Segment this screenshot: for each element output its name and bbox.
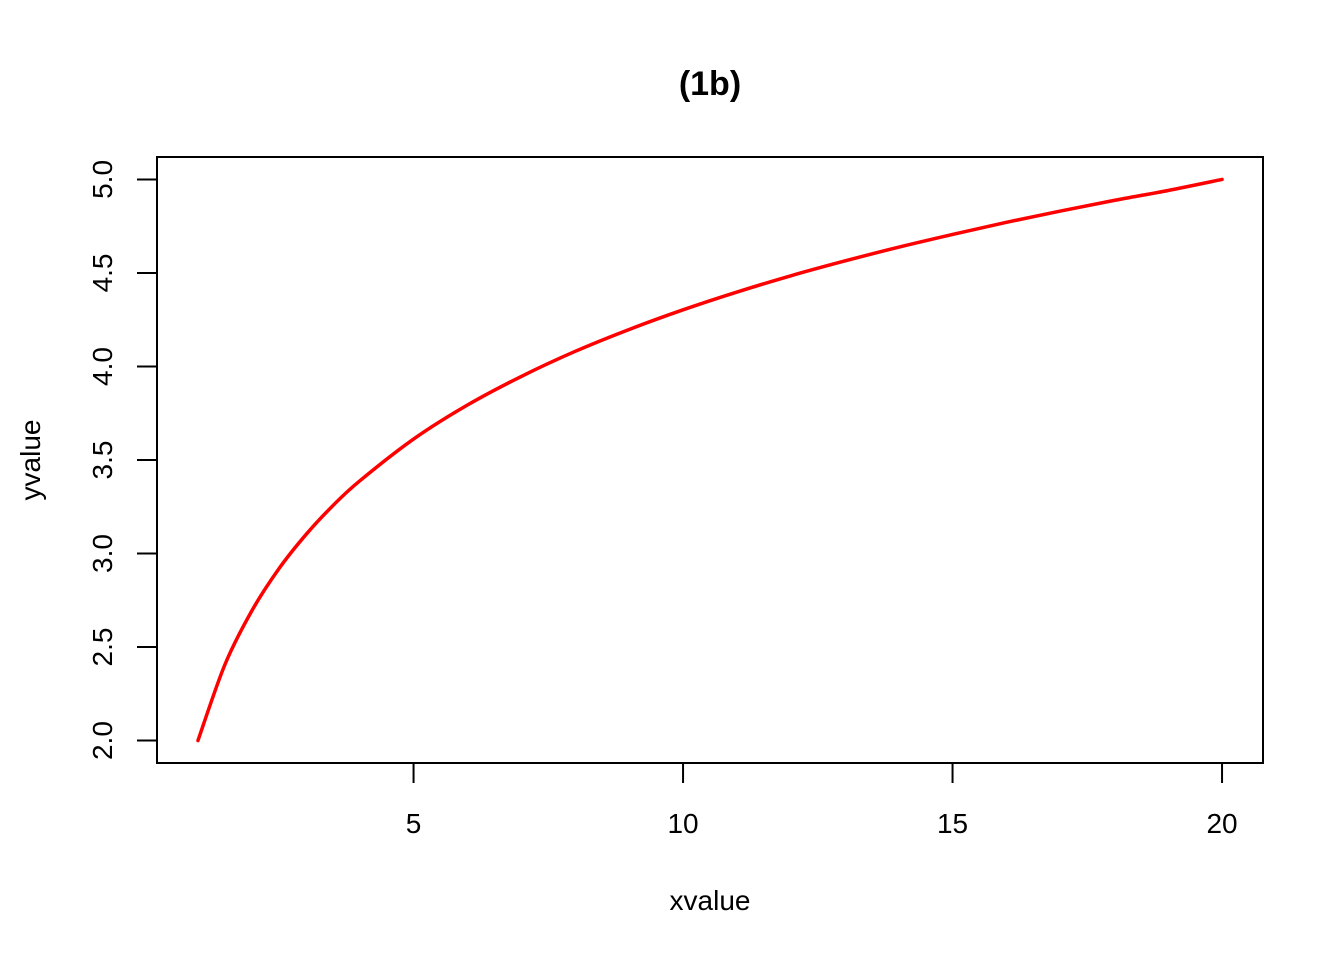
chart-title: (1b) bbox=[679, 65, 741, 103]
x-tick-label: 10 bbox=[667, 808, 698, 839]
y-tick-label: 2.5 bbox=[87, 628, 118, 667]
y-tick-label: 4.0 bbox=[87, 347, 118, 386]
x-axis: 5 10 15 20 bbox=[406, 763, 1238, 839]
x-tick-label: 5 bbox=[406, 808, 422, 839]
x-tick-label: 20 bbox=[1206, 808, 1237, 839]
y-tick-label: 5.0 bbox=[87, 160, 118, 199]
plot-frame bbox=[156, 156, 1264, 764]
y-axis-label: yvalue bbox=[15, 420, 46, 501]
series-layer bbox=[196, 177, 1224, 743]
x-tick-label: 15 bbox=[937, 808, 968, 839]
y-tick-label: 2.0 bbox=[87, 721, 118, 760]
series-line bbox=[196, 177, 1224, 743]
y-tick-label: 3.0 bbox=[87, 534, 118, 573]
y-tick-label: 4.5 bbox=[87, 253, 118, 292]
y-axis: 2.0 2.5 3.0 3.5 4.0 4.5 5.0 bbox=[87, 160, 157, 760]
y-tick-label: 3.5 bbox=[87, 441, 118, 480]
x-axis-label: xvalue bbox=[670, 885, 751, 916]
